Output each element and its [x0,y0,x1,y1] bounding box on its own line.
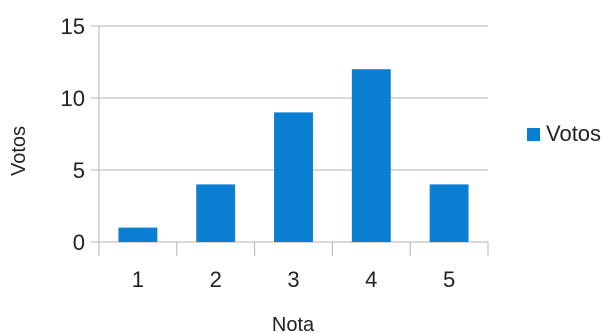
bar-3 [274,112,313,243]
x-tick-labels: 1 2 3 4 5 [132,267,455,292]
y-tick-label: 5 [73,158,85,183]
bar-4 [351,69,391,242]
legend-swatch [527,128,540,141]
x-tick-label: 3 [287,267,299,292]
y-tick-label: 0 [73,230,85,255]
x-tick-label: 4 [365,267,377,292]
y-axis-title: Votos [8,126,30,176]
y-tick-label: 15 [61,14,85,39]
x-tick-label: 5 [443,267,455,292]
bar-2 [196,184,236,242]
bar-1 [118,227,158,242]
x-tick-label: 1 [132,267,144,292]
x-axis-title: Nota [272,314,315,333]
bars [118,69,469,243]
axes [98,26,489,256]
y-tick-labels: 0 5 10 15 [61,14,85,255]
legend-label: Votos [546,121,601,146]
legend: Votos [527,121,601,146]
y-tick-label: 10 [61,86,85,111]
bar-5 [429,184,469,242]
x-tick-label: 2 [210,267,222,292]
